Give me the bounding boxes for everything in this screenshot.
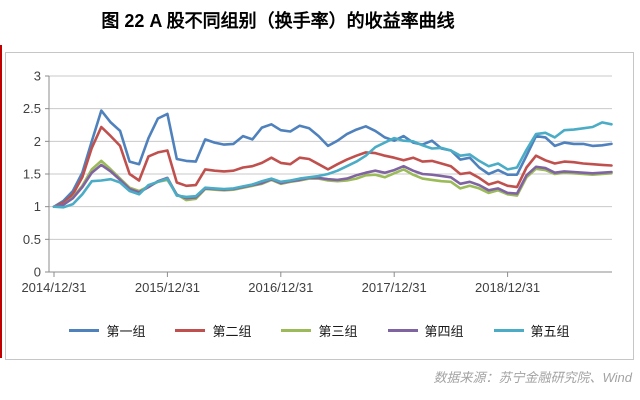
chart-title: 图 22 A 股不同组别（换手率）的收益率曲线	[101, 11, 455, 31]
y-tick-label: 2	[34, 134, 41, 149]
x-tick-label: 2015/12/31	[135, 280, 200, 295]
series-line-1	[52, 109, 613, 208]
legend-item-2: 第二组	[175, 321, 251, 340]
y-tick-label: 0.5	[23, 232, 41, 247]
y-tick-label: 3	[34, 69, 41, 84]
chart-area: 0 0.5 1 1.5 2 2.5 3 2014/12/31 2015/12/31 2016/12…	[5, 52, 634, 360]
legend-label: 第二组	[212, 324, 252, 339]
legend-swatch-4	[387, 329, 418, 332]
y-tick-label: 1.5	[23, 167, 41, 182]
line-chart: 0 0.5 1 1.5 2 2.5 3 2014/12/31 2015/12/31 2016/12…	[21, 69, 613, 295]
x-tick-label: 2018/12/31	[475, 280, 540, 295]
legend-swatch-2	[175, 329, 206, 332]
legend-label: 第五组	[530, 324, 570, 339]
data-source-note: 数据来源：苏宁金融研究院、Wind	[433, 370, 632, 385]
series-line-2	[52, 125, 613, 208]
y-tick-label: 0	[34, 265, 41, 280]
y-tick-label: 1	[34, 199, 41, 214]
y-tick-label: 2.5	[23, 101, 41, 116]
legend-item-3: 第三组	[281, 321, 358, 340]
red-edge-line	[0, 45, 2, 358]
legend-swatch-5	[493, 329, 524, 332]
legend-swatch-3	[281, 329, 312, 332]
legend-item-4: 第四组	[387, 321, 464, 340]
legend-item-1: 第一组	[69, 321, 145, 340]
x-tick-label: 2017/12/31	[362, 280, 427, 295]
legend: 第一组 第二组 第三组 第四组 第五组	[6, 321, 633, 340]
legend-item-5: 第五组	[493, 321, 570, 340]
legend-swatch-1	[69, 329, 100, 332]
legend-label: 第三组	[318, 324, 358, 339]
series-line-5	[52, 121, 613, 209]
legend-label: 第一组	[106, 324, 146, 339]
legend-label: 第四组	[424, 324, 464, 339]
x-tick-label: 2014/12/31	[21, 280, 86, 295]
x-tick-label: 2016/12/31	[248, 280, 313, 295]
